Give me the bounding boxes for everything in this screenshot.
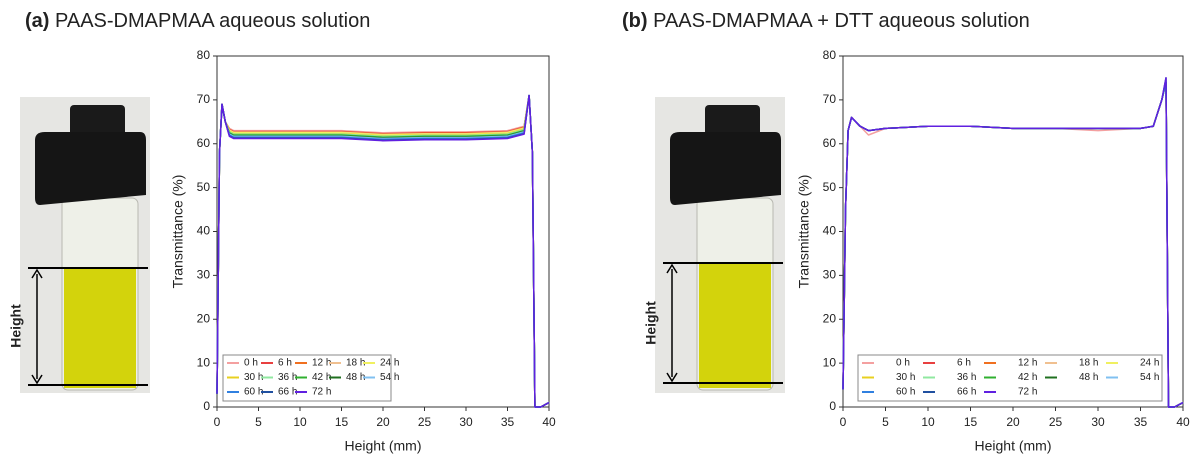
x-tick-label: 40 [1176, 415, 1190, 429]
series-line [842, 77, 1184, 408]
liquid [699, 263, 771, 388]
x-tick-label: 30 [1091, 415, 1105, 429]
legend-label: 24 h [1140, 358, 1159, 369]
x-tick-label: 15 [964, 415, 978, 429]
x-tick-label: 0 [214, 415, 221, 429]
legend-label: 66 h [278, 387, 297, 398]
y-tick-label: 40 [823, 224, 837, 238]
x-tick-label: 40 [542, 415, 556, 429]
x-tick-label: 20 [376, 415, 390, 429]
y-tick-label: 70 [197, 92, 211, 106]
cap-knob [705, 105, 760, 137]
legend-label: 6 h [957, 358, 971, 369]
x-tick-label: 15 [335, 415, 349, 429]
arrow-heads [31, 268, 43, 385]
y-axis-label: Transmittance (%) [796, 175, 812, 289]
cap [670, 132, 781, 205]
legend-label: 54 h [380, 372, 399, 383]
panel-label: (b) [622, 10, 648, 32]
legend-label: 66 h [957, 387, 976, 398]
y-tick-label: 10 [823, 355, 837, 369]
legend-label: 48 h [1079, 372, 1098, 383]
liquid [64, 268, 136, 388]
cap-knob [70, 105, 125, 137]
chart-title: (b) PAAS-DMAPMAA + DTT aqueous solution [622, 10, 1030, 32]
x-tick-label: 10 [293, 415, 307, 429]
legend-label: 18 h [346, 358, 365, 369]
y-tick-label: 0 [829, 399, 836, 413]
x-tick-label: 25 [1049, 415, 1063, 429]
x-tick-label: 25 [418, 415, 432, 429]
legend-label: 36 h [957, 372, 976, 383]
y-tick-label: 50 [197, 180, 211, 194]
legend-label: 24 h [380, 358, 399, 369]
vial-photo: Height [643, 97, 785, 393]
x-tick-label: 5 [882, 415, 889, 429]
y-tick-label: 60 [823, 136, 837, 150]
arrow-heads [666, 263, 678, 383]
legend-label: 30 h [244, 372, 263, 383]
y-tick-label: 60 [197, 136, 211, 150]
cap [35, 132, 146, 205]
x-tick-label: 30 [459, 415, 473, 429]
legend-label: 0 h [244, 358, 258, 369]
y-tick-label: 10 [197, 355, 211, 369]
legend-label: 72 h [312, 387, 331, 398]
vial-photo: Height [8, 97, 150, 393]
y-tick-label: 20 [823, 311, 837, 325]
y-axis-label: Transmittance (%) [170, 175, 186, 289]
x-tick-label: 10 [921, 415, 935, 429]
legend-label: 60 h [896, 387, 915, 398]
y-tick-label: 80 [823, 48, 837, 62]
y-tick-label: 30 [197, 268, 211, 282]
x-axis-label: Height (mm) [344, 438, 421, 454]
y-tick-label: 30 [823, 268, 837, 282]
title-text: PAAS-DMAPMAA aqueous solution [55, 10, 370, 32]
legend-label: 18 h [1079, 358, 1098, 369]
x-tick-label: 20 [1006, 415, 1020, 429]
plot-frame [842, 55, 1184, 408]
y-tick-label: 0 [203, 399, 210, 413]
plot-frame [216, 55, 550, 408]
legend-label: 0 h [896, 358, 910, 369]
legend-label: 42 h [1018, 372, 1037, 383]
y-tick-label: 20 [197, 311, 211, 325]
y-tick-label: 70 [823, 92, 837, 106]
y-tick-label: 50 [823, 180, 837, 194]
series-line [216, 94, 550, 408]
legend-label: 42 h [312, 372, 331, 383]
y-tick-label: 80 [197, 48, 211, 62]
panel-label: (a) [25, 10, 49, 32]
legend-label: 72 h [1018, 387, 1037, 398]
legend-label: 12 h [312, 358, 331, 369]
legend-label: 30 h [896, 372, 915, 383]
y-tick-label: 40 [197, 224, 211, 238]
photo-label: Height [8, 304, 24, 348]
legend-label: 12 h [1018, 358, 1037, 369]
x-tick-label: 0 [840, 415, 847, 429]
x-tick-label: 35 [501, 415, 515, 429]
chart-title: (a) PAAS-DMAPMAA aqueous solution [25, 10, 370, 32]
legend-label: 6 h [278, 358, 292, 369]
x-axis-label: Height (mm) [974, 438, 1051, 454]
x-tick-label: 5 [255, 415, 262, 429]
legend-label: 48 h [346, 372, 365, 383]
legend-label: 36 h [278, 372, 297, 383]
x-tick-label: 35 [1134, 415, 1148, 429]
photo-label: Height [643, 301, 659, 345]
legend-label: 60 h [244, 387, 263, 398]
legend-label: 54 h [1140, 372, 1159, 383]
title-text: PAAS-DMAPMAA + DTT aqueous solution [653, 10, 1030, 32]
